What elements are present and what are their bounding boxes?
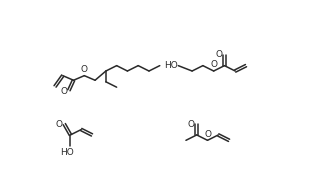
Text: O: O bbox=[60, 87, 67, 95]
Text: O: O bbox=[81, 65, 88, 74]
Text: O: O bbox=[215, 50, 223, 59]
Text: O: O bbox=[188, 120, 195, 129]
Text: O: O bbox=[210, 60, 217, 69]
Text: HO: HO bbox=[60, 148, 74, 157]
Text: O: O bbox=[204, 130, 211, 139]
Text: HO: HO bbox=[164, 61, 178, 70]
Text: O: O bbox=[55, 120, 62, 129]
